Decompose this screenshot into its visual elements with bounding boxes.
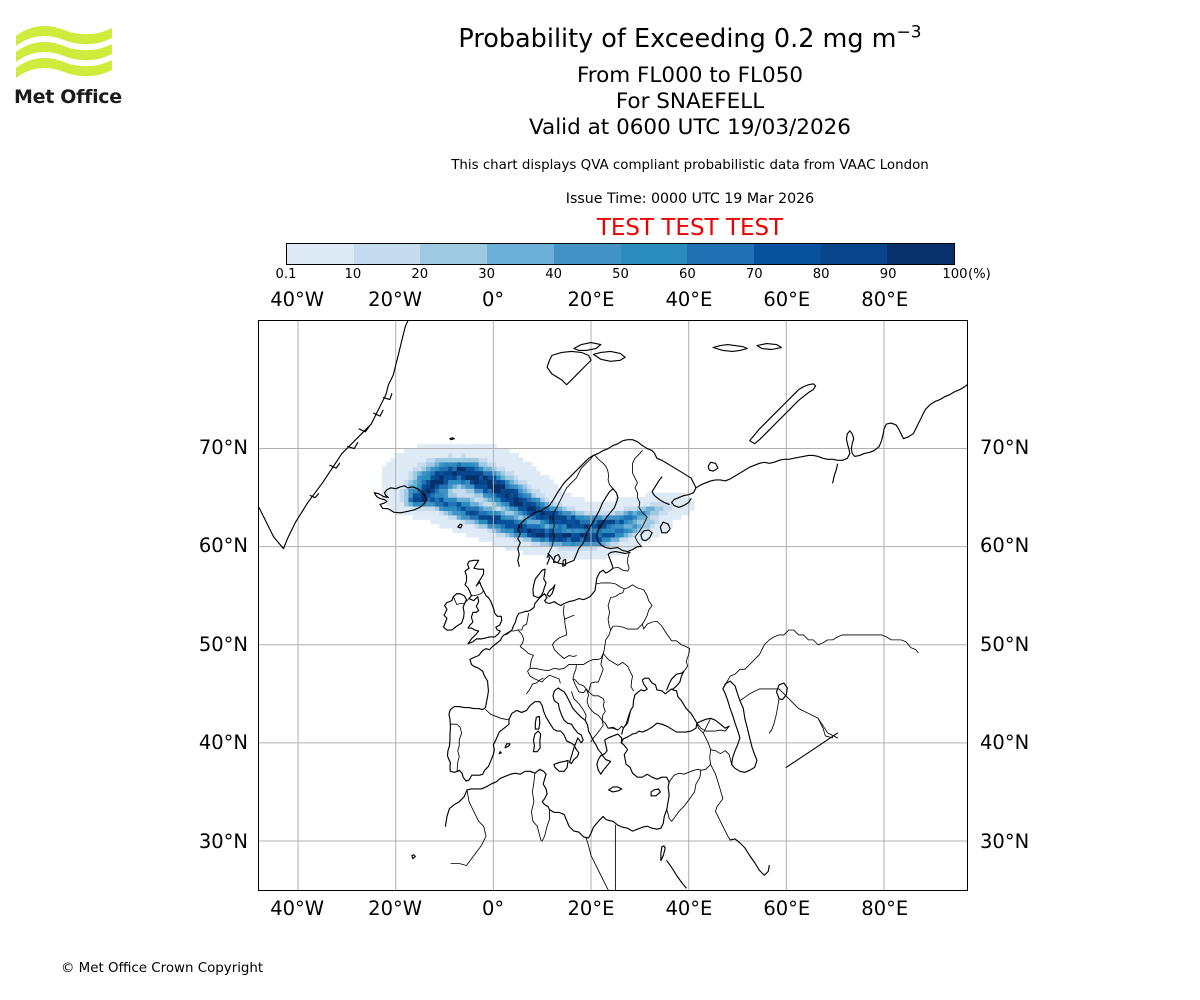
colorbar-band-2 [420, 244, 488, 264]
met-office-wordmark: Met Office [14, 86, 122, 108]
copyright-footer: © Met Office Crown Copyright [61, 961, 264, 976]
colorbar-tick-50: 50 [612, 267, 629, 282]
map-graphic [259, 321, 967, 890]
colorbar-band-8 [820, 244, 888, 264]
lon-label-bottom-60°E: 60°E [763, 897, 811, 920]
lat-label-left-30°N: 30°N [198, 829, 248, 853]
lat-label-right-40°N: 40°N [980, 731, 1030, 755]
colorbar-band-9 [887, 244, 955, 264]
lon-label-bottom-0°: 0° [481, 897, 505, 920]
lat-label-right-70°N: 70°N [980, 435, 1030, 459]
met-office-logo: Met Office [14, 22, 122, 114]
qva-note: This chart displays QVA compliant probab… [451, 158, 929, 173]
lat-label-right-30°N: 30°N [980, 829, 1030, 853]
lon-label-top-40°W: 40°W [270, 288, 325, 311]
colorbar-tick-30: 30 [478, 267, 496, 282]
colorbar-tick-60: 60 [679, 267, 696, 282]
page-title: Probability of Exceeding 0.2 mg m−3 [180, 24, 1200, 54]
lon-label-top-80°E: 80°E [861, 288, 909, 311]
map-plot-area [258, 320, 968, 891]
page-title-exponent: −3 [896, 22, 922, 43]
colorbar-band-7 [753, 244, 821, 264]
lat-label-left-40°N: 40°N [198, 731, 248, 755]
colorbar-tick-100: 100 [942, 267, 968, 282]
lon-label-top-40°E: 40°E [665, 288, 713, 311]
colorbar-unit-label: (%) [968, 267, 991, 282]
colorbar-tick-90: 90 [879, 267, 897, 282]
colorbar-tick-0.1: 0.1 [275, 267, 297, 282]
met-office-wave-mark [16, 26, 112, 78]
lat-label-right-60°N: 60°N [980, 534, 1030, 558]
colorbar: 0.1 10 20 30 40 50 60 70 80 90 100 [276, 243, 968, 282]
colorbar-band-4 [553, 244, 621, 264]
lon-label-top-20°W: 20°W [368, 288, 423, 311]
page-title-text: Probability of Exceeding 0.2 mg m [458, 24, 897, 54]
colorbar-tick-20: 20 [411, 267, 429, 282]
lat-label-right-50°N: 50°N [980, 632, 1030, 656]
flight-level-subtitle: From FL000 to FL050 [576, 63, 804, 88]
colorbar-band-0 [287, 244, 354, 264]
lon-label-bottom-20°E: 20°E [567, 897, 615, 920]
lon-label-bottom-80°E: 80°E [861, 897, 909, 920]
lat-label-left-50°N: 50°N [198, 632, 248, 656]
colorbar-tick-labels: 0.1 10 20 30 40 50 60 70 80 90 100 [246, 267, 995, 285]
lon-label-top-20°E: 20°E [567, 288, 615, 311]
issue-time: Issue Time: 0000 UTC 19 Mar 2026 [565, 191, 815, 207]
lat-label-left-70°N: 70°N [198, 435, 248, 459]
ash-probability-plume [382, 444, 695, 560]
map-gridlines [259, 321, 967, 890]
lat-label-left-60°N: 60°N [198, 534, 248, 558]
colorbar-tick-80: 80 [812, 267, 830, 282]
lon-label-top-0°: 0° [481, 288, 505, 311]
colorbar-band-6 [687, 244, 754, 264]
lon-label-bottom-40°W: 40°W [270, 897, 325, 920]
colorbar-band-5 [620, 244, 688, 264]
lon-label-bottom-40°E: 40°E [665, 897, 713, 920]
colorbar-tick-40: 40 [545, 267, 562, 282]
test-banner: TEST TEST TEST [596, 215, 784, 241]
colorbar-tick-10: 10 [344, 267, 362, 282]
valid-time-subtitle: Valid at 0600 UTC 19/03/2026 [528, 115, 851, 140]
volcano-subtitle: For SNAEFELL [615, 89, 765, 114]
colorbar-tick-70: 70 [745, 267, 763, 282]
colorbar-band-3 [487, 244, 554, 264]
map-coastlines [259, 321, 967, 890]
colorbar-bands [286, 243, 955, 265]
lon-label-bottom-20°W: 20°W [368, 897, 423, 920]
lon-label-top-60°E: 60°E [763, 288, 811, 311]
colorbar-band-1 [353, 244, 421, 264]
